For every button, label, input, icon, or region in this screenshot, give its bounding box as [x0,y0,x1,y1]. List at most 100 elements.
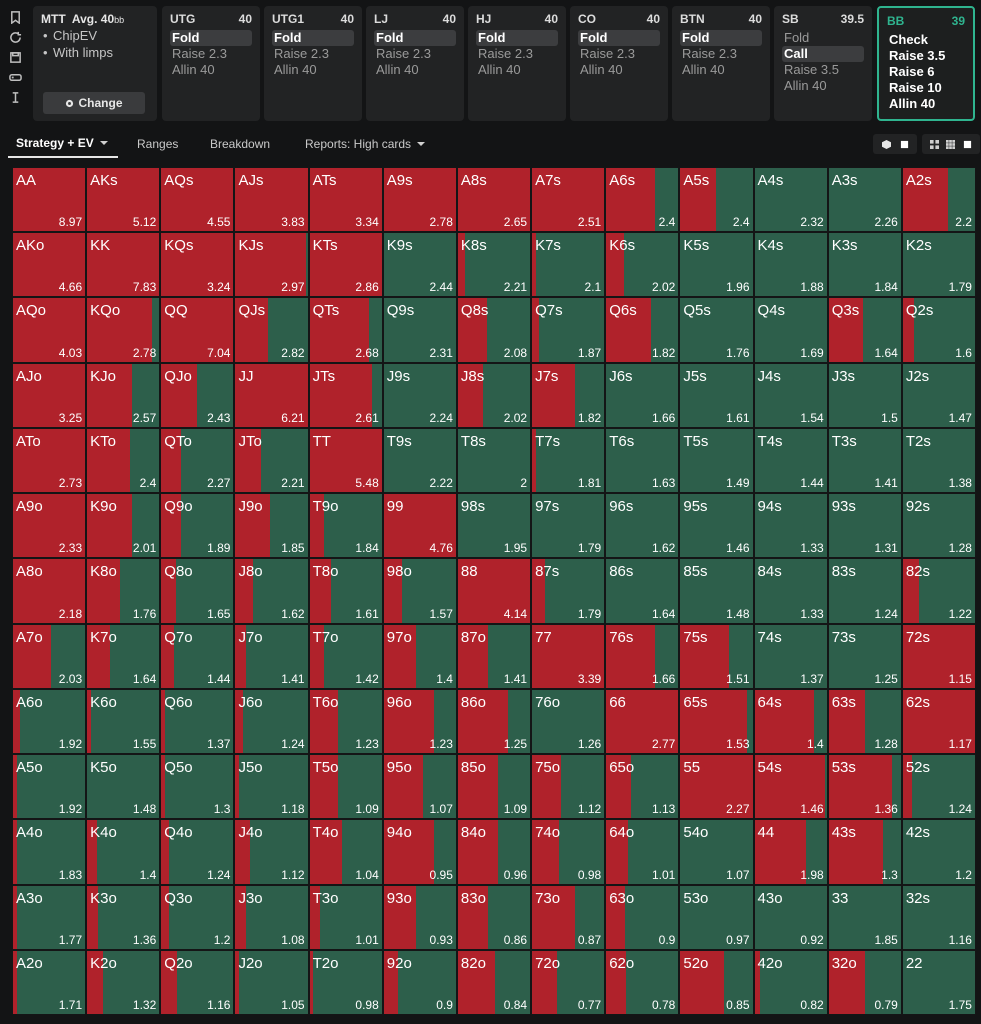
hand-cell[interactable]: 64s 1.4 [753,688,828,755]
hand-cell[interactable]: 87o 1.41 [456,623,532,689]
hand-cell[interactable]: A6o 1.92 [12,688,87,755]
hand-cell[interactable]: J9s 2.24 [382,362,457,428]
hand-cell[interactable]: 52o 0.85 [679,949,754,1015]
action-option[interactable]: Raise 3.5 [784,62,839,77]
hand-cell[interactable]: Q2s 1.6 [901,297,976,363]
hand-cell[interactable]: K5o 1.48 [86,754,161,820]
hand-cell[interactable]: T3o 1.01 [308,884,383,950]
hand-cell[interactable]: 72o 0.77 [531,949,606,1015]
hand-cell[interactable]: 98s 1.95 [456,493,532,559]
hand-cell[interactable]: Q4s 1.69 [753,297,828,363]
action-option[interactable]: Raise 3.5 [889,48,946,63]
hand-cell[interactable]: A9s 2.78 [382,167,457,233]
hand-cell[interactable]: 22 1.75 [901,949,976,1015]
action-option[interactable]: Fold [578,30,660,46]
action-option[interactable]: Allin 40 [274,62,317,77]
action-option[interactable]: Fold [680,30,762,46]
hand-cell[interactable]: 72s 1.15 [901,623,976,689]
hand-cell[interactable]: A6s 2.4 [605,167,680,233]
action-option[interactable]: Raise 2.3 [376,46,431,61]
hand-cell[interactable]: 99 4.76 [382,493,457,559]
hand-cell[interactable]: 93s 1.31 [827,493,902,559]
hand-cell[interactable]: JTs 2.61 [308,362,383,428]
hand-cell[interactable]: 53s 1.36 [827,754,902,820]
hand-cell[interactable]: 96o 1.23 [382,688,457,755]
hand-cell[interactable]: 85s 1.48 [679,558,754,624]
hand-cell[interactable]: A8s 2.65 [456,167,532,233]
hand-cell[interactable]: 96s 1.62 [605,493,680,559]
action-option[interactable]: Call [782,46,864,62]
hand-cell[interactable]: 43s 1.3 [827,819,902,885]
gamepad-icon[interactable] [8,70,22,84]
hand-cell[interactable]: Q4o 1.24 [160,819,235,885]
square-icon[interactable] [897,137,911,151]
hand-cell[interactable]: 74o 0.98 [531,819,606,885]
hand-cell[interactable]: J3o 1.08 [234,884,309,950]
hand-cell[interactable]: K5s 1.96 [679,232,754,298]
hand-cell[interactable]: 97o 1.4 [382,623,457,689]
hand-cell[interactable]: 63o 0.9 [605,884,680,950]
action-option[interactable]: Raise 2.3 [274,46,329,61]
action-option[interactable]: Fold [784,30,810,45]
hand-cell[interactable]: A4s 2.32 [753,167,828,233]
hand-cell[interactable]: KJo 2.57 [86,362,161,428]
action-option[interactable]: Raise 2.3 [478,46,533,61]
hand-cell[interactable]: K9s 2.44 [382,232,457,298]
action-option[interactable]: Allin 40 [478,62,521,77]
hand-cell[interactable]: T2o 0.98 [308,949,383,1015]
hand-cell[interactable]: QTs 2.68 [308,297,383,363]
hand-cell[interactable]: T7o 1.42 [308,623,383,689]
hand-cell[interactable]: Q6s 1.82 [605,297,680,363]
change-button[interactable]: Change [43,92,145,114]
hand-cell[interactable]: 64o 1.01 [605,819,680,885]
hand-cell[interactable]: 77 3.39 [531,623,606,689]
action-option[interactable]: Fold [170,30,252,46]
hand-cell[interactable]: 83o 0.86 [456,884,532,950]
hand-cell[interactable]: A9o 2.33 [12,493,87,559]
hand-cell[interactable]: K6o 1.55 [86,688,161,755]
hand-cell[interactable]: Q7s 1.87 [531,297,606,363]
position-panel-utg[interactable]: UTG 40 Fold Raise 2.3 Allin 40 [162,6,260,121]
action-option[interactable]: Allin 40 [682,62,725,77]
hand-cell[interactable]: QJs 2.82 [234,297,309,363]
position-panel-co[interactable]: CO 40 Fold Raise 2.3 Allin 40 [570,6,668,121]
hand-cell[interactable]: A3o 1.77 [12,884,87,950]
hand-cell[interactable]: T4o 1.04 [308,819,383,885]
hand-cell[interactable]: Q2o 1.16 [160,949,235,1015]
action-option[interactable]: Allin 40 [784,78,827,93]
hand-cell[interactable]: 75o 1.12 [531,754,606,820]
hand-cell[interactable]: A2s 2.2 [901,167,976,233]
action-option[interactable]: Raise 2.3 [172,46,227,61]
hand-cell[interactable]: T6s 1.63 [605,427,680,494]
hand-cell[interactable]: K4o 1.4 [86,819,161,885]
hand-cell[interactable]: Q8s 2.08 [456,297,532,363]
hand-cell[interactable]: A2o 1.71 [12,949,87,1015]
hand-cell[interactable]: 85o 1.09 [456,754,532,820]
hand-cell[interactable]: JTo 2.21 [234,427,309,494]
hand-cell[interactable]: 87s 1.79 [531,558,606,624]
position-panel-lj[interactable]: LJ 40 Fold Raise 2.3 Allin 40 [366,6,464,121]
hand-cell[interactable]: 62o 0.78 [605,949,680,1015]
hand-cell[interactable]: A7o 2.03 [12,623,87,689]
tab-reports[interactable]: Reports: High cards [305,130,426,158]
hand-cell[interactable]: 32s 1.16 [901,884,976,950]
hand-cell[interactable]: A5s 2.4 [679,167,754,233]
hand-cell[interactable]: K4s 1.88 [753,232,828,298]
hand-cell[interactable]: K3o 1.36 [86,884,161,950]
hand-cell[interactable]: 94o 0.95 [382,819,457,885]
hand-cell[interactable]: A7s 2.51 [531,167,606,233]
hand-cell[interactable]: T3s 1.41 [827,427,902,494]
hand-cell[interactable]: K6s 2.02 [605,232,680,298]
tab-strategy-ev[interactable]: Strategy + EV [8,130,118,158]
hand-cell[interactable]: J8s 2.02 [456,362,532,428]
hand-cell[interactable]: 62s 1.17 [901,688,976,755]
hand-cell[interactable]: AKs 5.12 [86,167,161,233]
hand-cell[interactable]: T8s 2 [456,427,532,494]
save-icon[interactable] [8,50,22,64]
hand-cell[interactable]: 82o 0.84 [456,949,532,1015]
hand-cell[interactable]: 92s 1.28 [901,493,976,559]
hand-cell[interactable]: K8s 2.21 [456,232,532,298]
hand-cell[interactable]: T4s 1.44 [753,427,828,494]
grid-icon[interactable] [944,137,958,151]
text-cursor-icon[interactable] [8,90,22,104]
